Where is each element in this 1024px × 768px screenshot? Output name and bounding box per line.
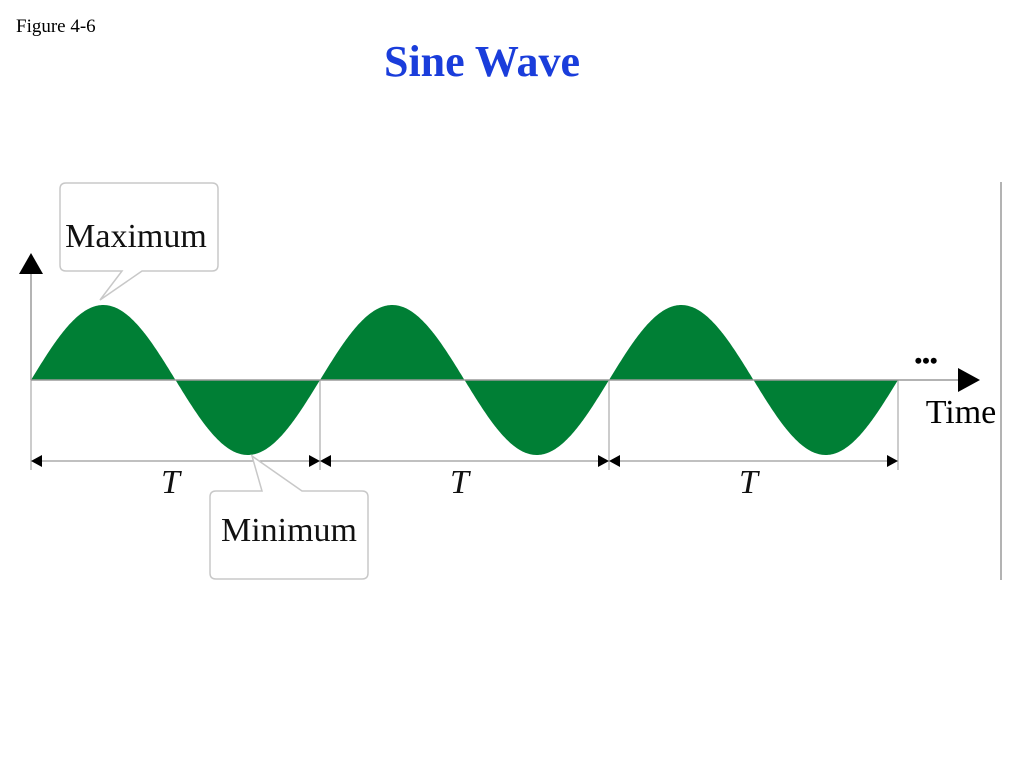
maximum-callout-box <box>59 182 219 301</box>
period-arrowhead-left <box>320 455 331 467</box>
period-arrowhead-right <box>887 455 898 467</box>
period-label: T <box>450 464 471 501</box>
time-axis-arrowhead <box>958 368 980 392</box>
figure-label: Figure 4-6 <box>16 16 96 37</box>
continuation-dots: ••• <box>914 348 937 373</box>
period-arrowhead-right <box>598 455 609 467</box>
time-axis-label: Time <box>926 394 997 431</box>
period-arrowhead-right <box>309 455 320 467</box>
period-label: T <box>739 464 760 501</box>
period-label: T <box>161 464 182 501</box>
vertical-axis-arrowhead <box>19 253 43 274</box>
slide-title: Sine Wave <box>383 37 580 86</box>
period-arrowhead-left <box>31 455 42 467</box>
period-arrowhead-left <box>609 455 620 467</box>
minimum-callout-label: Minimum <box>221 512 357 549</box>
minimum-callout-box <box>209 454 369 580</box>
maximum-callout-label: Maximum <box>65 218 207 255</box>
